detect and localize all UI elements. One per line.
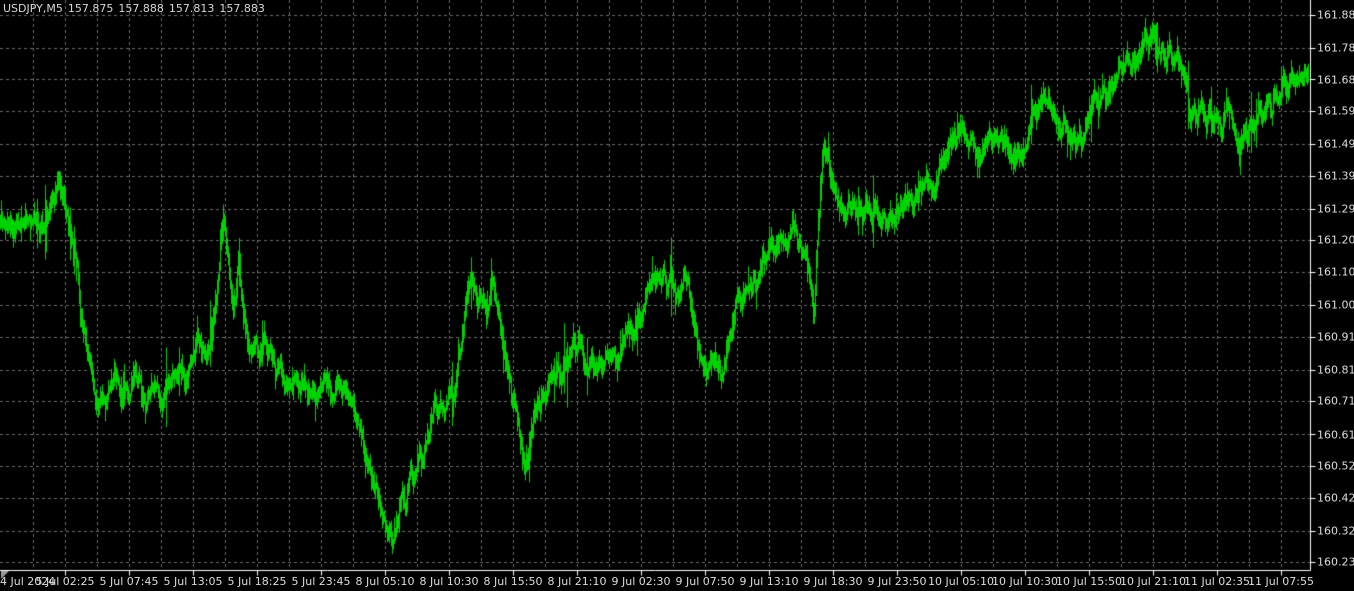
- price-chart-canvas[interactable]: [0, 0, 1354, 591]
- chart-window[interactable]: USDJPY,M5 157.875 157.888 157.813 157.883 16…: [0, 0, 1354, 591]
